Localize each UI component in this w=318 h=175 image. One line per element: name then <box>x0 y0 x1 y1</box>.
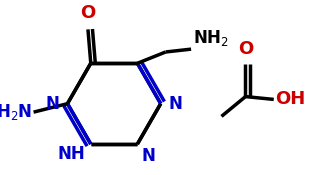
Text: N: N <box>142 147 156 165</box>
Text: O: O <box>238 40 253 58</box>
Text: NH: NH <box>57 145 85 163</box>
Text: O: O <box>80 4 96 22</box>
Text: NH$_2$: NH$_2$ <box>192 28 228 48</box>
Text: H$_2$N: H$_2$N <box>0 102 32 122</box>
Text: N: N <box>169 95 183 113</box>
Text: N: N <box>46 95 59 113</box>
Text: OH: OH <box>275 90 305 108</box>
